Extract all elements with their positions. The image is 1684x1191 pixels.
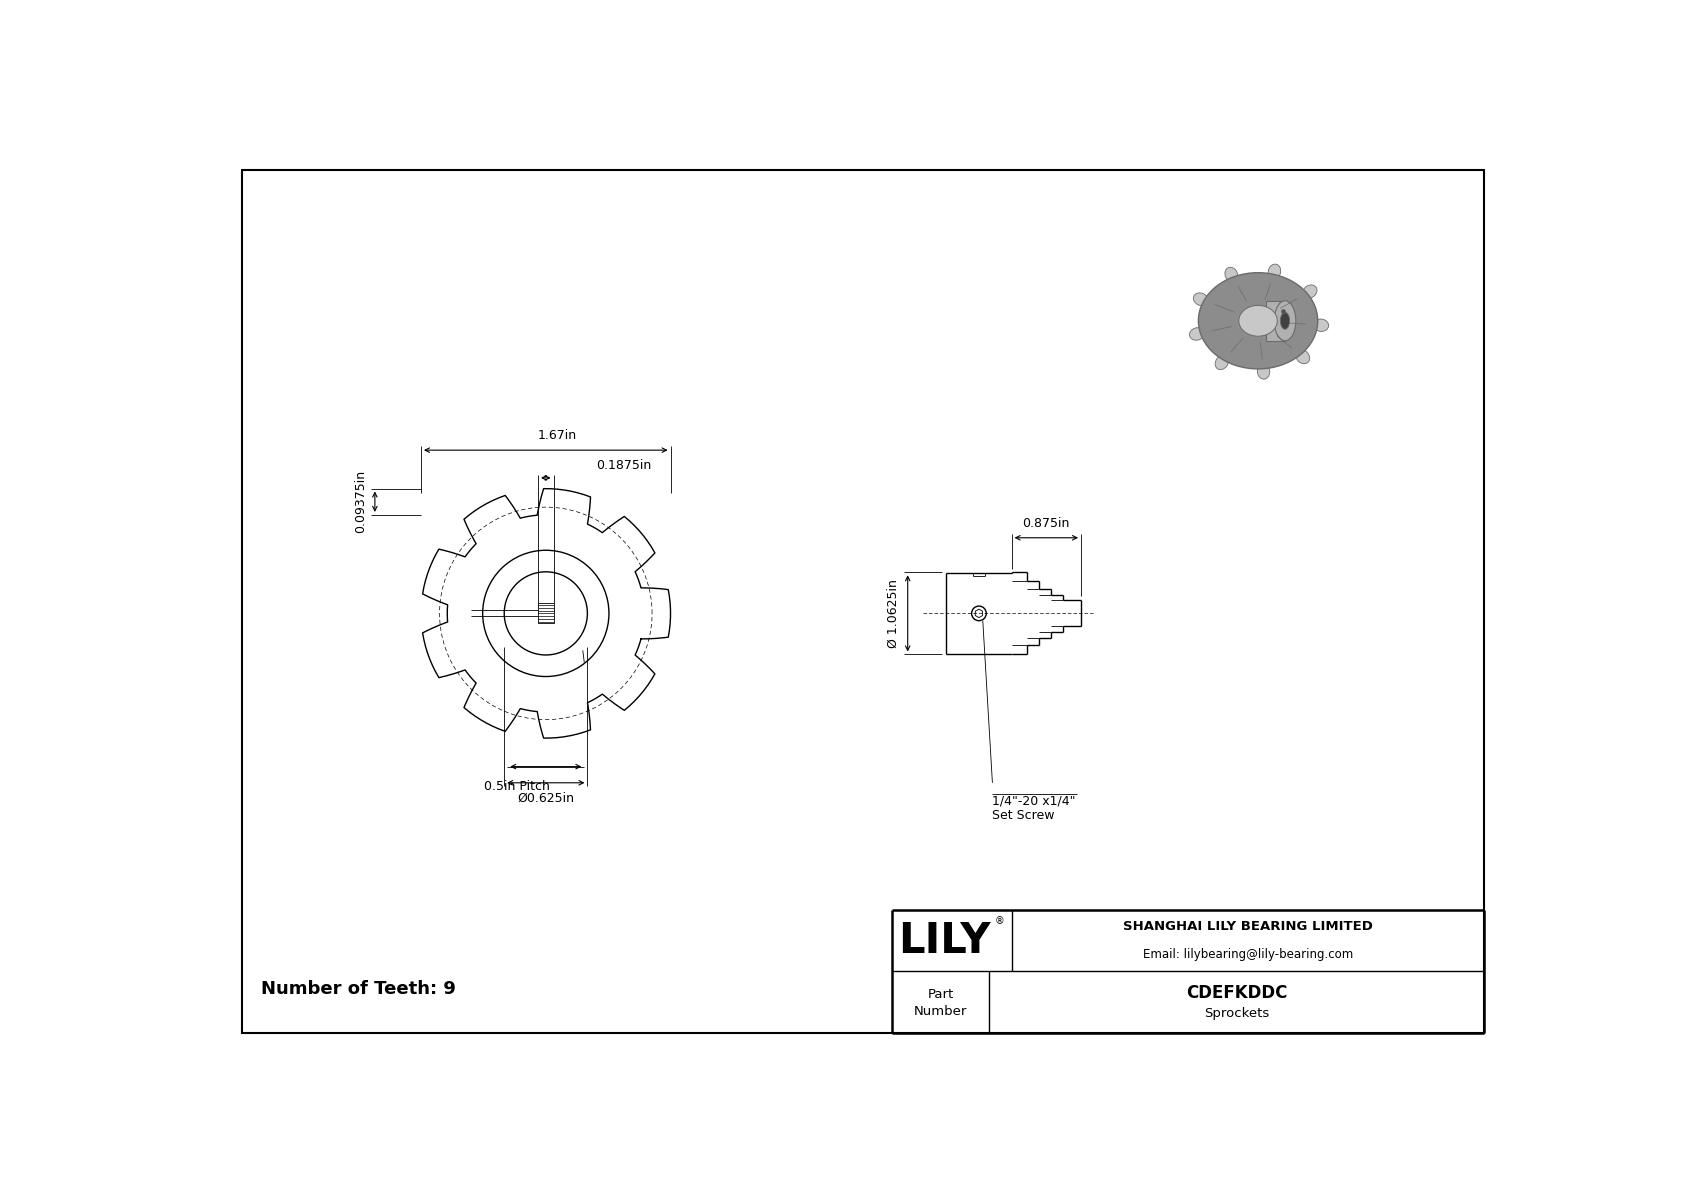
- Text: LILY: LILY: [898, 919, 990, 961]
- Text: Ø0.625in: Ø0.625in: [517, 792, 574, 805]
- Text: 0.09375in: 0.09375in: [354, 470, 367, 534]
- Ellipse shape: [1199, 273, 1319, 369]
- Text: Number: Number: [914, 1005, 967, 1018]
- Text: SHANGHAI LILY BEARING LIMITED: SHANGHAI LILY BEARING LIMITED: [1123, 921, 1372, 934]
- Polygon shape: [1266, 301, 1285, 341]
- Text: Email: lilybearing@lily-bearing.com: Email: lilybearing@lily-bearing.com: [1143, 948, 1354, 961]
- Ellipse shape: [1268, 264, 1280, 280]
- Text: 1.67in: 1.67in: [537, 430, 578, 442]
- Text: Ø 1.0625in: Ø 1.0625in: [887, 579, 899, 648]
- Text: 0.875in: 0.875in: [1022, 517, 1069, 530]
- Ellipse shape: [1239, 305, 1276, 336]
- Circle shape: [1282, 310, 1285, 313]
- Text: 1/4"-20 x1/4"
Set Screw: 1/4"-20 x1/4" Set Screw: [992, 794, 1076, 822]
- Ellipse shape: [1189, 328, 1204, 341]
- Text: ®: ®: [995, 916, 1005, 927]
- Text: Sprockets: Sprockets: [1204, 1008, 1270, 1021]
- Text: Number of Teeth: 9: Number of Teeth: 9: [261, 980, 456, 998]
- Ellipse shape: [1224, 267, 1238, 282]
- Ellipse shape: [1295, 350, 1310, 363]
- Ellipse shape: [1280, 312, 1290, 329]
- Ellipse shape: [1258, 363, 1270, 379]
- Text: 0.5in Pitch: 0.5in Pitch: [485, 780, 551, 793]
- Ellipse shape: [1275, 301, 1295, 341]
- Ellipse shape: [1194, 293, 1209, 306]
- Ellipse shape: [1314, 319, 1329, 331]
- Text: 0.1875in: 0.1875in: [596, 459, 652, 472]
- Text: CDEFKDDC: CDEFKDDC: [1186, 984, 1287, 1002]
- Ellipse shape: [1216, 355, 1229, 369]
- Text: Part: Part: [928, 989, 953, 1002]
- Ellipse shape: [1302, 285, 1317, 299]
